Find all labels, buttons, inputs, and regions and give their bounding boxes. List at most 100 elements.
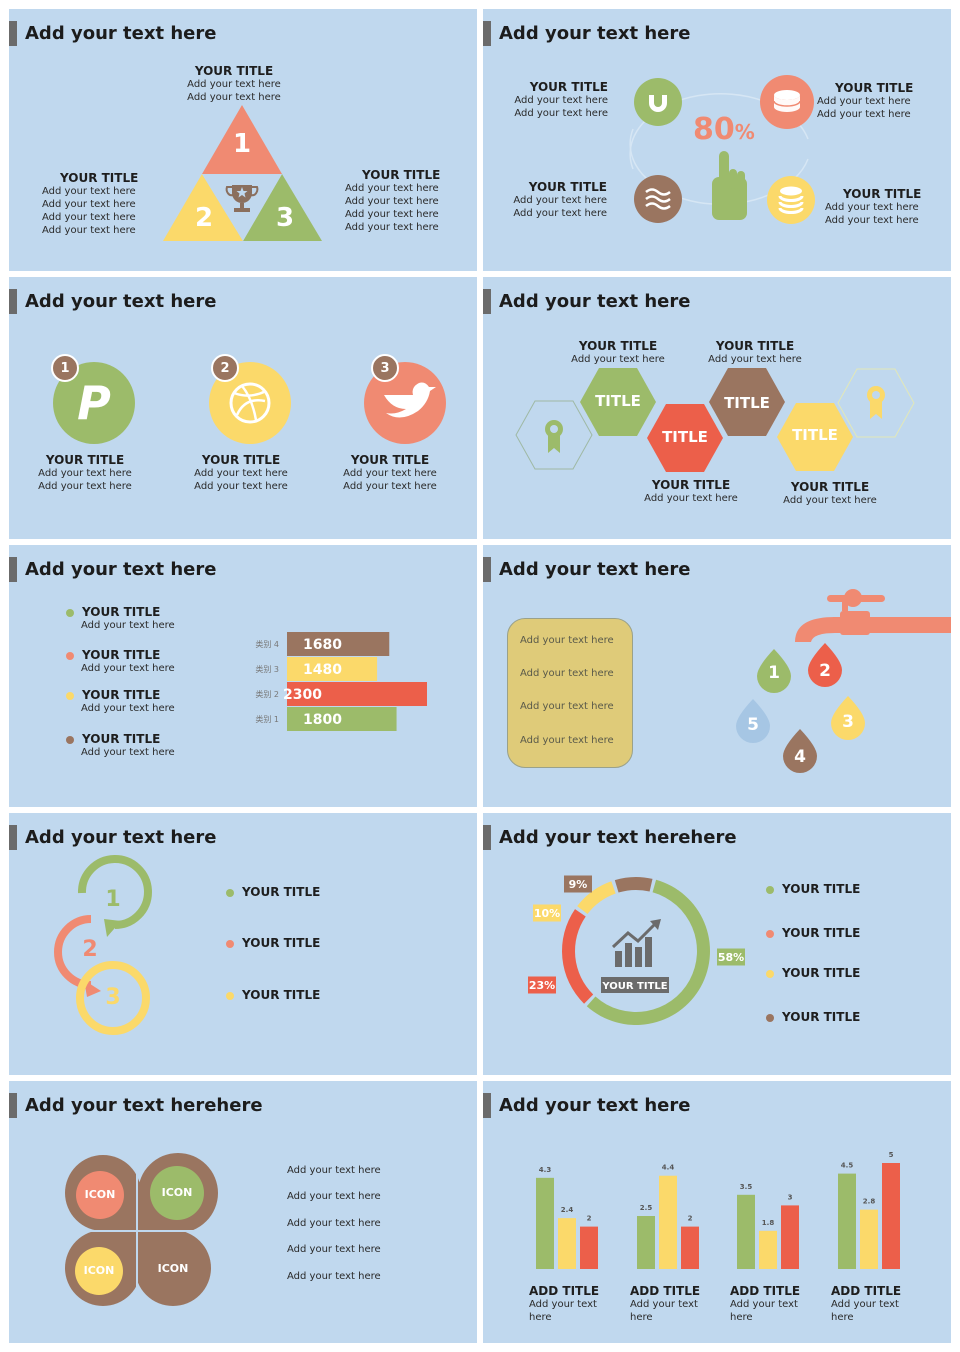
slide-8: Add your text herehere 58% 23% 10% 9% YOUR T…	[483, 813, 951, 1075]
slide-5: Add your text here YOUR TITLE Add your t…	[9, 545, 477, 807]
drop-2	[808, 643, 842, 687]
group-caption: ADD TITLE Add your text here	[730, 1284, 801, 1324]
group-caption: ADD TITLE Add your text here	[630, 1284, 701, 1324]
donut-label: 23%	[529, 979, 555, 992]
left-title: YOUR TITLE	[60, 171, 139, 185]
bar	[737, 1194, 755, 1269]
legend-item: YOUR TITLE Add your text here	[66, 606, 175, 632]
text-box: Add your text here Add your text here Ad…	[507, 618, 633, 768]
slide-1: Add your text here YOUR TITLE Add your t…	[9, 9, 477, 271]
icon-circle-1	[76, 1171, 124, 1219]
percent-80: 80%	[693, 112, 755, 147]
triangle-num-1: 1	[232, 129, 252, 159]
horizontal-bar-chart: 类别 4 1680 类别 3 1480 类别 2 2300 类别 1 1800	[255, 632, 427, 731]
donut-label-bg	[528, 976, 556, 994]
bar-value-label: 5	[889, 1151, 894, 1159]
bar-value-label: 4.4	[662, 1164, 675, 1172]
group-title: ADD TITLE	[730, 1284, 801, 1298]
bar-value-label: 3.5	[740, 1183, 753, 1191]
donut-label: 10%	[534, 907, 560, 920]
bar-value-label: 2	[587, 1215, 592, 1223]
list-item: YOUR TITLE	[226, 989, 320, 1002]
slide-title: Add your text here	[483, 1093, 690, 1118]
triangle-2	[163, 174, 243, 241]
donut-slice	[614, 877, 653, 893]
bar	[659, 1175, 677, 1269]
bar-value-label: 1800	[303, 712, 342, 728]
legend-item: YOUR TITLE	[766, 1011, 860, 1024]
bar-value-label: 3	[788, 1193, 793, 1201]
magnet-icon	[634, 78, 682, 126]
slide-4: Add your text here TITLE TITLE TITLE TIT…	[483, 277, 951, 539]
bar-value-label: 2.4	[561, 1206, 574, 1214]
list-item: YOUR TITLE	[226, 937, 320, 950]
triangle-num-2: 2	[194, 203, 214, 233]
group-title: ADD TITLE	[529, 1284, 600, 1298]
donut-slice	[586, 879, 710, 1025]
center-label-bg	[601, 977, 669, 993]
arrow-2	[54, 915, 92, 989]
slide-title: Add your text here	[9, 557, 216, 582]
bar	[882, 1163, 900, 1269]
bar	[838, 1173, 856, 1269]
growth-chart-icon	[611, 919, 661, 967]
slide-title: Add your text here	[9, 21, 216, 46]
bar-category-label: 类别 2	[255, 689, 279, 699]
slide-title: Add your text here	[9, 289, 216, 314]
bar	[287, 707, 397, 731]
bar	[287, 632, 390, 656]
slide-7: Add your text here 1 2 3 YOUR TITLE YOUR…	[9, 813, 477, 1075]
badge-2: 2	[220, 361, 230, 376]
svg-text:P: P	[77, 376, 111, 430]
slide-title: Add your text herehere	[9, 1093, 263, 1118]
arrow-3	[76, 961, 150, 1035]
badge-3: 3	[380, 361, 390, 376]
drop-3	[831, 696, 865, 740]
hex-green: TITLE	[595, 392, 641, 410]
legend-item: YOUR TITLE Add your text here	[66, 689, 175, 715]
bar-value-label: 2300	[283, 687, 322, 703]
group-caption: ADD TITLE Add your text here	[831, 1284, 902, 1324]
legend-item: YOUR TITLE Add your text here	[66, 733, 175, 759]
list-item: YOUR TITLE	[226, 886, 320, 899]
bar	[759, 1230, 777, 1269]
drop-5	[736, 699, 770, 743]
donut-label: 58%	[718, 951, 744, 964]
bar-category-label: 类别 1	[255, 714, 279, 724]
bar	[536, 1177, 554, 1269]
bar-category-label: 类别 4	[255, 639, 279, 649]
drop-4	[783, 729, 817, 773]
triangle-1	[202, 105, 282, 174]
donut-label: 9%	[569, 878, 588, 891]
trophy-icon	[225, 185, 259, 212]
slide-title: Add your text herehere	[483, 825, 737, 850]
slide-title: Add your text here	[483, 557, 690, 582]
faucet-icon	[795, 589, 951, 642]
slide-10: Add your text here 4.3 2.4 2 2.5 4.4 2 3.5 1.8 3…	[483, 1081, 951, 1343]
triangle-diagram	[163, 105, 322, 241]
bar	[558, 1218, 576, 1269]
bar-value-label: 2.8	[863, 1198, 876, 1206]
drop-1	[757, 649, 791, 693]
slide-9: Add your text herehere ICON ICON ICON IC…	[9, 1081, 477, 1343]
donut-label-bg	[533, 904, 561, 922]
triangle-num-3: 3	[275, 203, 295, 233]
legend-item: YOUR TITLE	[766, 927, 860, 940]
slide-3: Add your text here P 1 2 3 YOUR TITLE Ad…	[9, 277, 477, 539]
group-caption: ADD TITLE Add your text here	[529, 1284, 600, 1324]
award-icon-right	[867, 386, 885, 419]
bar	[287, 657, 378, 681]
triangle-3	[243, 174, 322, 241]
bar	[681, 1226, 699, 1269]
icon-circle-2	[150, 1166, 204, 1220]
bar-value-label: 1480	[303, 662, 342, 678]
slide-title: Add your text here	[9, 825, 216, 850]
group-title: ADD TITLE	[831, 1284, 902, 1298]
center-label: YOUR TITLE	[601, 981, 667, 992]
donut-slice	[562, 909, 594, 1004]
arrow-1	[77, 855, 152, 929]
bar-value-label: 4.5	[841, 1162, 854, 1170]
legend-item: YOUR TITLE Add your text here	[66, 649, 175, 675]
legend-item: YOUR TITLE	[766, 967, 860, 980]
top-title: YOUR TITLE	[194, 64, 274, 78]
